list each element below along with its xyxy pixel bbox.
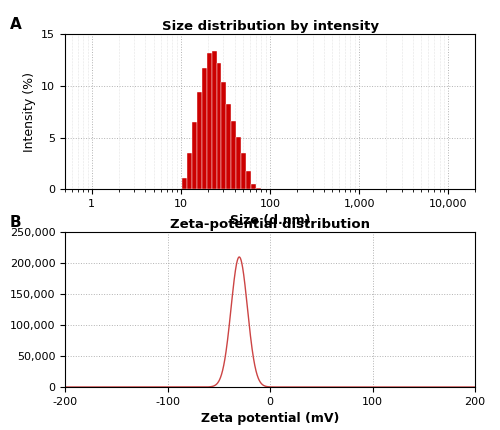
X-axis label: Size (d.nm): Size (d.nm): [230, 215, 310, 227]
Bar: [182, 178, 187, 189]
Bar: [236, 137, 241, 189]
Bar: [241, 153, 246, 189]
Bar: [202, 68, 207, 189]
Bar: [207, 53, 212, 189]
Bar: [226, 104, 232, 189]
Bar: [192, 122, 197, 189]
Bar: [256, 188, 260, 189]
Bar: [232, 121, 236, 189]
Text: B: B: [10, 215, 22, 230]
Y-axis label: Intensity (%): Intensity (%): [22, 72, 36, 152]
Bar: [187, 153, 192, 189]
Bar: [216, 63, 222, 189]
Bar: [212, 51, 216, 189]
Bar: [197, 92, 202, 189]
Bar: [222, 82, 226, 189]
Text: A: A: [10, 17, 22, 32]
Bar: [251, 184, 256, 189]
Title: Size distribution by intensity: Size distribution by intensity: [162, 20, 378, 33]
Title: Zeta-potential distribution: Zeta-potential distribution: [170, 218, 370, 231]
X-axis label: Zeta potential (mV): Zeta potential (mV): [201, 412, 339, 425]
Bar: [246, 171, 251, 189]
Y-axis label: Total counts: Total counts: [0, 272, 4, 347]
